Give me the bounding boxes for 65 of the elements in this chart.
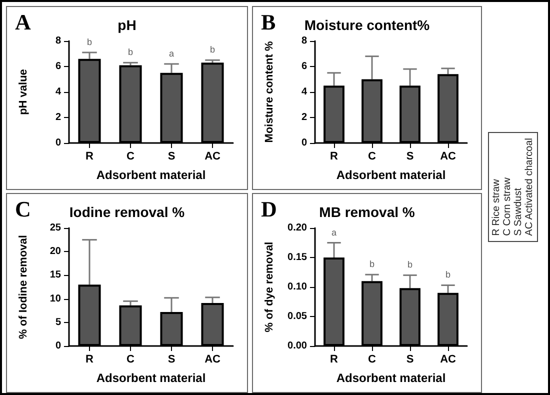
y-tick-label: 5 <box>55 316 62 328</box>
x-tick-label: R <box>86 150 94 162</box>
y-axis-title: % of Iodine removal <box>18 235 30 339</box>
annotation: a <box>168 48 174 58</box>
x-tick-label: C <box>368 354 376 366</box>
y-tick-label: 8 <box>301 36 308 46</box>
y-tick-label: 0 <box>55 340 62 352</box>
x-tick-label: S <box>406 150 414 162</box>
x-axis-title: Adsorbent material <box>336 168 446 182</box>
annotation: b <box>369 259 375 270</box>
y-tick-label: 0.20 <box>288 222 308 234</box>
y-axis-title: Moisture content % <box>264 41 276 143</box>
text: S Sawdust <box>513 187 524 236</box>
annotation: b <box>210 44 216 55</box>
y-axis-title: % of dye removal <box>264 242 276 332</box>
y-tick-label: 20 <box>50 246 62 258</box>
y-tick-label: 25 <box>50 222 62 234</box>
annotation: a <box>331 227 337 238</box>
y-tick-label: 8 <box>55 36 62 46</box>
text: A <box>15 10 31 34</box>
chart-title: Moisture content% <box>304 17 430 33</box>
x-tick-label: AC <box>440 150 456 162</box>
text: C <box>15 196 31 222</box>
text: AC Activated charcoal <box>524 138 535 236</box>
y-axis-title: pH value <box>18 69 30 115</box>
y-tick-label: 10 <box>50 293 62 304</box>
annotation: b <box>128 47 134 58</box>
text: D <box>261 196 277 222</box>
y-tick-label: 4 <box>301 86 308 98</box>
x-tick-label: S <box>168 354 176 366</box>
y-tick-label: 0 <box>301 138 308 148</box>
text: R Rice straw <box>491 178 502 236</box>
y-tick-label: 0.05 <box>288 311 308 322</box>
x-tick-label: R <box>86 354 94 366</box>
chart-title: MB removal % <box>319 204 416 220</box>
y-tick-label: 0.15 <box>288 252 308 263</box>
x-tick-label: R <box>330 150 338 162</box>
x-tick-label: AC <box>440 354 456 366</box>
y-tick-label: 4 <box>55 86 62 98</box>
y-tick-label: 0.00 <box>288 340 308 352</box>
annotation: b <box>445 270 451 280</box>
y-tick-label: 15 <box>50 270 62 281</box>
x-tick-label: C <box>126 150 135 162</box>
x-tick-label: AC <box>204 150 220 162</box>
y-tick-label: 6 <box>301 61 308 72</box>
annotation: b <box>86 36 92 47</box>
x-tick-label: C <box>368 150 376 162</box>
x-tick-label: C <box>126 354 135 366</box>
y-tick-label: 2 <box>55 112 62 123</box>
annotation: b <box>407 260 413 270</box>
chart-title: Iodine removal % <box>69 204 186 220</box>
text: C Corn straw <box>502 176 513 236</box>
x-tick-label: AC <box>204 354 220 366</box>
y-tick-label: 2 <box>301 112 308 123</box>
y-tick-label: 0 <box>55 138 62 148</box>
x-tick-label: S <box>168 150 176 162</box>
x-tick-label: S <box>406 354 414 366</box>
chart-title: pH <box>118 17 136 33</box>
text: B <box>261 10 276 34</box>
x-axis-title: Adsorbent material <box>96 168 206 182</box>
y-tick-label: 0.10 <box>288 282 308 292</box>
x-axis-title: Adsorbent material <box>336 371 446 385</box>
x-axis-title: Adsorbent material <box>96 371 206 385</box>
x-tick-label: R <box>330 354 338 366</box>
y-tick-label: 6 <box>55 61 62 72</box>
